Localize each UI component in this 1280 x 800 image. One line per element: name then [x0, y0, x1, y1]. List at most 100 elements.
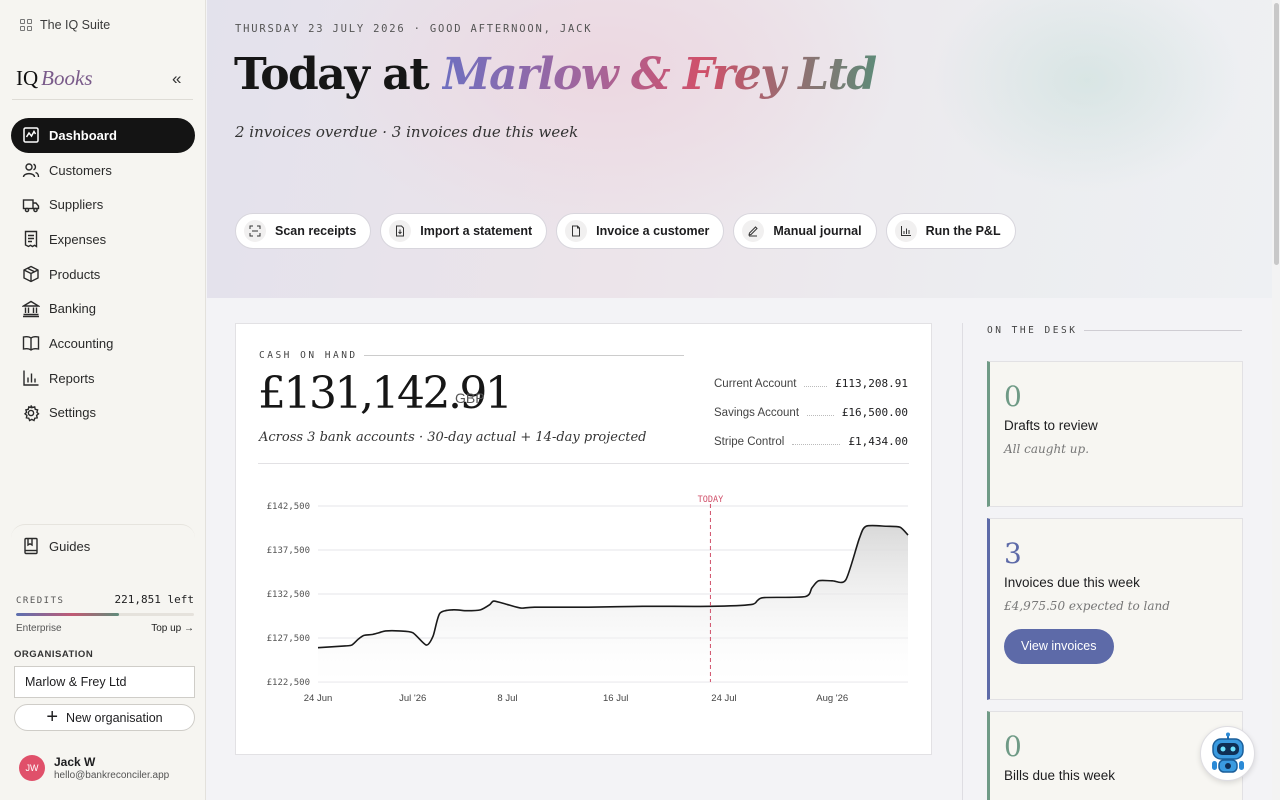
view-invoices-button[interactable]: View invoices: [1004, 629, 1114, 664]
action-label: Manual journal: [773, 224, 862, 238]
manual-journal-button[interactable]: Manual journal: [733, 213, 877, 249]
cash-flow-chart: £142,500 £137,500 £132,500 £127,500 £122,500…: [267, 495, 909, 704]
cash-currency: GBP: [455, 390, 485, 406]
main-content: THURSDAY 23 JULY 2026 · GOOD AFTERNOON, …: [207, 0, 1272, 800]
sidebar-item-banking[interactable]: Banking: [11, 291, 195, 326]
user-profile[interactable]: JW Jack W hello@bankreconciler.app: [19, 755, 169, 781]
x-tick-label: 8 Jul: [497, 693, 517, 704]
y-tick-label: £122,500: [267, 678, 310, 688]
organisation-label: ORGANISATION: [14, 649, 94, 660]
cash-label: CASH ON HAND: [259, 350, 358, 361]
sidebar-item-accounting[interactable]: Accounting: [11, 326, 195, 361]
sidebar-item-suppliers[interactable]: Suppliers: [11, 187, 195, 222]
invoices-due-card[interactable]: 3 Invoices due this week £4,975.50 expec…: [987, 518, 1243, 700]
bills-due-count: 0: [1004, 730, 1022, 763]
pencil-icon: [748, 226, 759, 237]
box-icon: [23, 265, 39, 283]
bar-chart-icon: [23, 370, 39, 386]
action-label: Invoice a customer: [596, 224, 710, 238]
action-label: Import a statement: [420, 224, 533, 238]
drafts-card[interactable]: 0 Drafts to review All caught up.: [987, 361, 1243, 507]
sidebar-item-dashboard[interactable]: Dashboard: [11, 118, 195, 153]
cash-on-hand-card: CASH ON HAND £131,142.91 GBP Across 3 ba…: [235, 323, 932, 755]
plus-icon: +: [46, 705, 59, 728]
invoice-customer-button[interactable]: Invoice a customer: [556, 213, 725, 249]
drafts-title: Drafts to review: [1004, 418, 1098, 433]
import-statement-button[interactable]: Import a statement: [380, 213, 548, 249]
sidebar-item-customers[interactable]: Customers: [11, 153, 195, 188]
x-tick-label: 24 Jul: [711, 693, 736, 704]
y-tick-label: £137,500: [267, 546, 310, 556]
bank-accounts-list: Current Account £113,208.91 Savings Accou…: [714, 369, 908, 456]
credits-label: CREDITS: [16, 596, 65, 606]
credits-remaining: 221,851 left: [114, 593, 194, 606]
dashboard-icon: [23, 127, 39, 144]
sidebar: The IQ Suite IQ Books « Dashboard Custome…: [0, 0, 206, 800]
account-name: Stripe Control: [714, 435, 785, 448]
y-tick-label: £142,500: [267, 502, 310, 512]
x-tick-label: Jul '26: [399, 693, 426, 704]
plan-name: Enterprise: [16, 623, 62, 634]
drafts-count: 0: [1004, 380, 1022, 413]
sidebar-item-label: Guides: [49, 538, 91, 554]
robot-icon: [1211, 732, 1244, 773]
user-name: Jack W: [54, 755, 96, 769]
invoice-summary: 2 invoices overdue · 3 invoices due this…: [235, 123, 579, 141]
desk-label: ON THE DESK: [987, 325, 1078, 336]
grid-icon: [20, 19, 32, 31]
page-scrollbar[interactable]: [1272, 0, 1280, 800]
invoices-due-count: 3: [1004, 537, 1022, 570]
sidebar-item-guides[interactable]: Guides: [11, 525, 195, 567]
sidebar-item-settings[interactable]: Settings: [11, 396, 195, 431]
receipt-icon: [24, 231, 38, 249]
sidebar-item-products[interactable]: Products: [11, 257, 195, 292]
account-row[interactable]: Stripe Control £1,434.00: [714, 427, 908, 456]
sidebar-item-label: Dashboard: [49, 127, 117, 143]
sidebar-item-label: Settings: [49, 405, 96, 421]
page-title: Today at Marlow & Frey Ltd: [234, 49, 877, 100]
credits-progress-bar: [16, 613, 194, 616]
book-icon: [22, 336, 40, 352]
sidebar-item-expenses[interactable]: Expenses: [11, 222, 195, 257]
account-name: Current Account: [714, 377, 797, 390]
account-balance: £1,434.00: [848, 435, 908, 448]
suite-switcher[interactable]: The IQ Suite: [20, 18, 110, 32]
account-balance: £16,500.00: [841, 406, 908, 419]
scan-icon: [249, 225, 261, 237]
sidebar-item-label: Products: [49, 266, 101, 282]
collapse-sidebar-icon[interactable]: «: [172, 69, 182, 88]
organisation-select[interactable]: Marlow & Frey Ltd: [14, 666, 195, 698]
account-balance: £113,208.91: [835, 377, 908, 390]
new-organisation-button[interactable]: + New organisation: [14, 704, 195, 731]
quick-actions: Scan receipts Import a statement Invoice…: [235, 213, 1016, 249]
account-name: Savings Account: [714, 406, 800, 419]
divider: [12, 99, 193, 100]
new-organisation-label: New organisation: [66, 710, 163, 725]
gear-icon: [23, 404, 40, 422]
sidebar-item-label: Expenses: [49, 231, 107, 247]
title-prefix: Today at: [234, 49, 430, 100]
assistant-bot-button[interactable]: [1200, 726, 1255, 781]
users-icon: [22, 163, 40, 178]
divider: [1084, 330, 1242, 331]
app-logo[interactable]: IQ Books: [16, 66, 93, 90]
account-row[interactable]: Current Account £113,208.91: [714, 369, 908, 398]
run-pl-button[interactable]: Run the P&L: [885, 213, 1016, 249]
action-label: Scan receipts: [275, 224, 357, 238]
user-email: hello@bankreconciler.app: [54, 770, 170, 781]
x-tick-label: 24 Jun: [304, 693, 333, 704]
top-up-link[interactable]: Top up →: [151, 623, 194, 634]
account-row[interactable]: Savings Account £16,500.00: [714, 398, 908, 427]
credits-panel: CREDITS 221,851 left Enterprise Top up →: [16, 593, 194, 634]
cash-series-line: [317, 524, 909, 649]
scroll-thumb[interactable]: [1274, 3, 1279, 265]
sidebar-item-reports[interactable]: Reports: [11, 361, 195, 396]
credits-progress-fill: [16, 613, 120, 616]
sidebar-item-label: Reports: [49, 370, 95, 386]
sidebar-item-label: Customers: [49, 162, 112, 178]
x-tick-label: Aug '26: [816, 693, 848, 704]
invoices-due-subtitle: £4,975.50 expected to land: [1004, 599, 1170, 613]
scan-receipts-button[interactable]: Scan receipts: [235, 213, 372, 249]
invoices-due-title: Invoices due this week: [1004, 575, 1140, 590]
y-tick-label: £127,500: [267, 634, 310, 644]
